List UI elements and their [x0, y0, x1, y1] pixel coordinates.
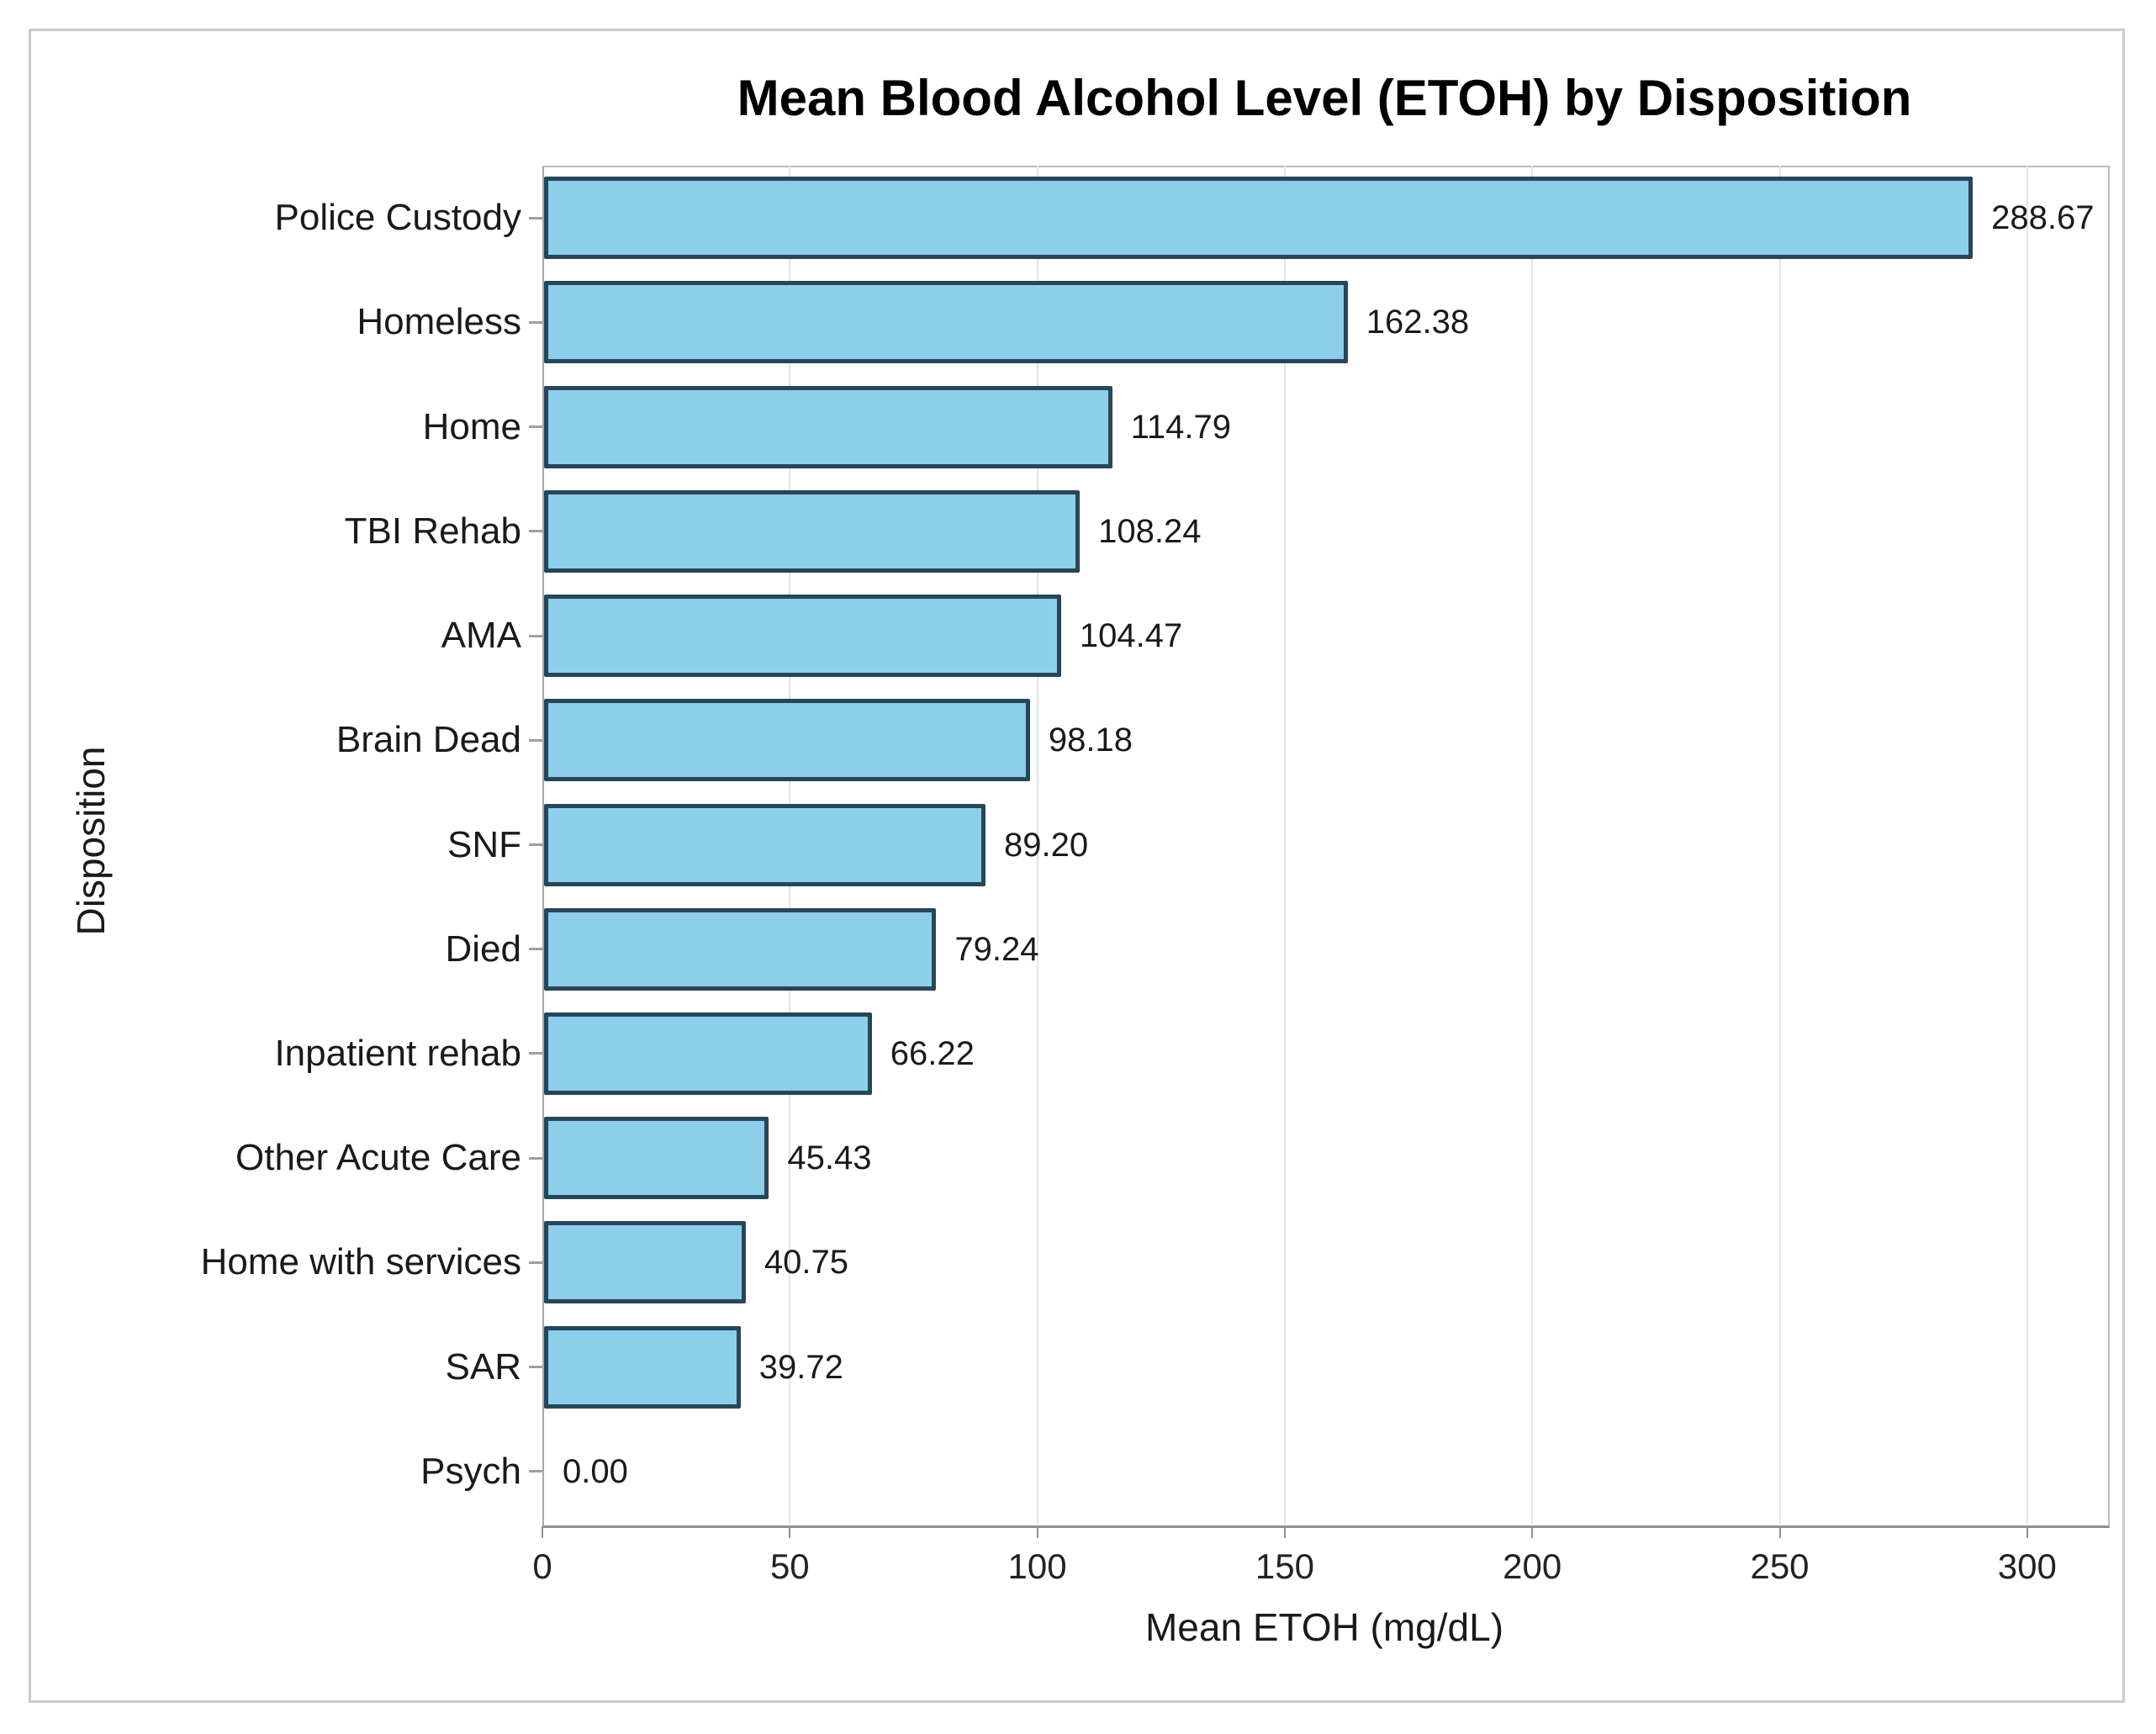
gridline	[1778, 166, 1781, 1524]
bar-value-label: 0.00	[563, 1452, 628, 1490]
y-axis-tick	[529, 843, 542, 846]
category-label: Inpatient rehab	[274, 1032, 521, 1074]
y-axis-tick	[529, 1470, 542, 1473]
x-axis-tick-label: 0	[532, 1546, 552, 1586]
y-axis-tick	[529, 320, 542, 324]
category-label: SNF	[447, 823, 521, 865]
x-axis-tick-label: 250	[1750, 1546, 1810, 1586]
x-axis-tick	[1036, 1526, 1038, 1538]
category-label: Psych	[420, 1450, 521, 1492]
bar	[544, 281, 1348, 364]
y-axis-tick	[529, 634, 542, 637]
x-axis-tick	[789, 1526, 791, 1538]
x-axis-tick	[1778, 1526, 1781, 1538]
x-axis-tick	[2026, 1526, 2028, 1538]
bar	[544, 1325, 741, 1409]
y-axis-tick	[529, 948, 542, 951]
x-axis-title: Mean ETOH (mg/dL)	[1144, 1605, 1504, 1649]
bar-value-label: 45.43	[787, 1139, 872, 1177]
x-axis-tick-label: 50	[769, 1546, 810, 1586]
x-axis-tick	[1283, 1526, 1286, 1538]
bar-value-label: 288.67	[1991, 199, 2095, 237]
x-axis-tick-label: 100	[1007, 1546, 1067, 1586]
category-label: Brain Dead	[336, 719, 521, 761]
chart-title: Mean Blood Alcohol Level (ETOH) by Dispo…	[737, 70, 1912, 126]
bar-value-label: 39.72	[758, 1348, 843, 1386]
gridline	[1036, 166, 1038, 1524]
category-label: Home	[422, 405, 521, 447]
gridline	[1531, 166, 1534, 1524]
bar	[544, 385, 1112, 468]
category-label: SAR	[445, 1345, 521, 1388]
bar	[544, 595, 1061, 678]
x-axis-tick-label: 200	[1503, 1546, 1562, 1586]
y-axis-tick	[529, 1366, 542, 1369]
y-axis-tick	[529, 530, 542, 533]
bar-value-label: 104.47	[1079, 617, 1183, 655]
bar	[544, 489, 1081, 573]
bar	[544, 1117, 769, 1200]
bar-value-label: 89.20	[1004, 826, 1089, 864]
y-axis-tick	[529, 216, 542, 219]
bar	[544, 177, 1974, 260]
bar-value-label: 162.38	[1366, 304, 1470, 341]
y-axis-tick	[529, 1052, 542, 1055]
bar	[544, 907, 937, 991]
x-axis-tick	[542, 1526, 543, 1538]
bar	[544, 699, 1030, 782]
bar	[544, 1012, 872, 1095]
bar-value-label: 108.24	[1098, 512, 1202, 550]
category-label: Home with services	[200, 1241, 521, 1283]
y-axis-tick	[529, 738, 542, 742]
y-axis-tick	[529, 1156, 542, 1160]
category-label: Homeless	[357, 301, 521, 343]
bar	[544, 803, 986, 886]
category-label: AMA	[441, 615, 521, 657]
x-axis-tick	[1531, 1526, 1534, 1538]
category-label: Police Custody	[274, 197, 521, 239]
gridline	[1283, 166, 1286, 1524]
x-axis-tick-label: 150	[1255, 1546, 1314, 1586]
bar	[544, 1221, 746, 1304]
bar-value-label: 114.79	[1130, 408, 1232, 446]
category-label: TBI Rehab	[344, 510, 521, 552]
bar-value-label: 98.18	[1048, 722, 1133, 759]
y-axis-tick	[529, 426, 542, 429]
x-axis-tick-label: 300	[1997, 1546, 2057, 1586]
bar-value-label: 40.75	[764, 1244, 848, 1282]
category-label: Died	[445, 928, 522, 970]
gridline	[2026, 166, 2028, 1524]
category-label: Other Acute Care	[235, 1137, 521, 1179]
bar-value-label: 66.22	[890, 1034, 975, 1072]
bar-value-label: 79.24	[954, 930, 1039, 968]
y-axis-tick	[529, 1261, 542, 1264]
